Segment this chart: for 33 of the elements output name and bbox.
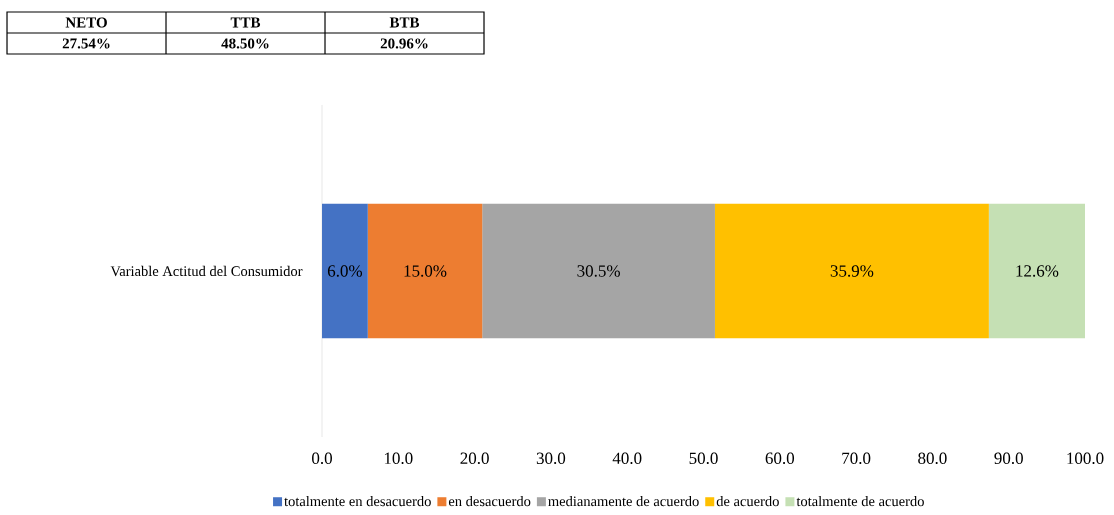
legend-label: totalmente en desacuerdo — [284, 495, 431, 507]
bar — [367, 203, 483, 339]
x-tick-label: 20.0 — [460, 452, 489, 465]
data-label: 15.0% — [404, 265, 447, 277]
data-label: 12.6% — [1016, 265, 1059, 277]
bar — [482, 203, 715, 339]
bar — [322, 203, 368, 339]
text: NETO — [65, 17, 107, 28]
legend-label: medianamente de acuerdo — [548, 495, 699, 507]
text: TTB — [230, 17, 261, 28]
bar — [714, 203, 989, 339]
x-tick-label: 40.0 — [612, 452, 642, 465]
data-label: 30.5% — [577, 265, 620, 277]
x-tick-label: 90.0 — [994, 452, 1023, 465]
x-tick-label: 0.0 — [312, 452, 332, 465]
legend-label: totalmente de acuerdo — [796, 495, 924, 507]
x-tick-label: 30.0 — [536, 452, 566, 465]
y-tick-label: Variable Actitud del Consumidor — [110, 265, 303, 277]
x-tick-label: 10.0 — [384, 452, 413, 465]
legend-label: de acuerdo — [716, 495, 779, 507]
data-label: 35.9% — [830, 265, 874, 277]
x-tick-label: 100.0 — [1067, 452, 1104, 465]
legend-label: en desacuerdo — [448, 495, 531, 507]
x-tick-label: 60.0 — [765, 452, 795, 465]
x-tick-label: 50.0 — [689, 452, 718, 465]
x-tick-label: 70.0 — [842, 452, 871, 465]
text: 27.54% — [62, 38, 110, 49]
x-tick-label: 80.0 — [918, 452, 947, 465]
text: 48.50% — [221, 38, 269, 49]
text: BTB — [389, 17, 420, 28]
bar — [988, 203, 1086, 339]
text: 20.96% — [380, 38, 428, 49]
data-label: 6.0% — [327, 265, 363, 277]
